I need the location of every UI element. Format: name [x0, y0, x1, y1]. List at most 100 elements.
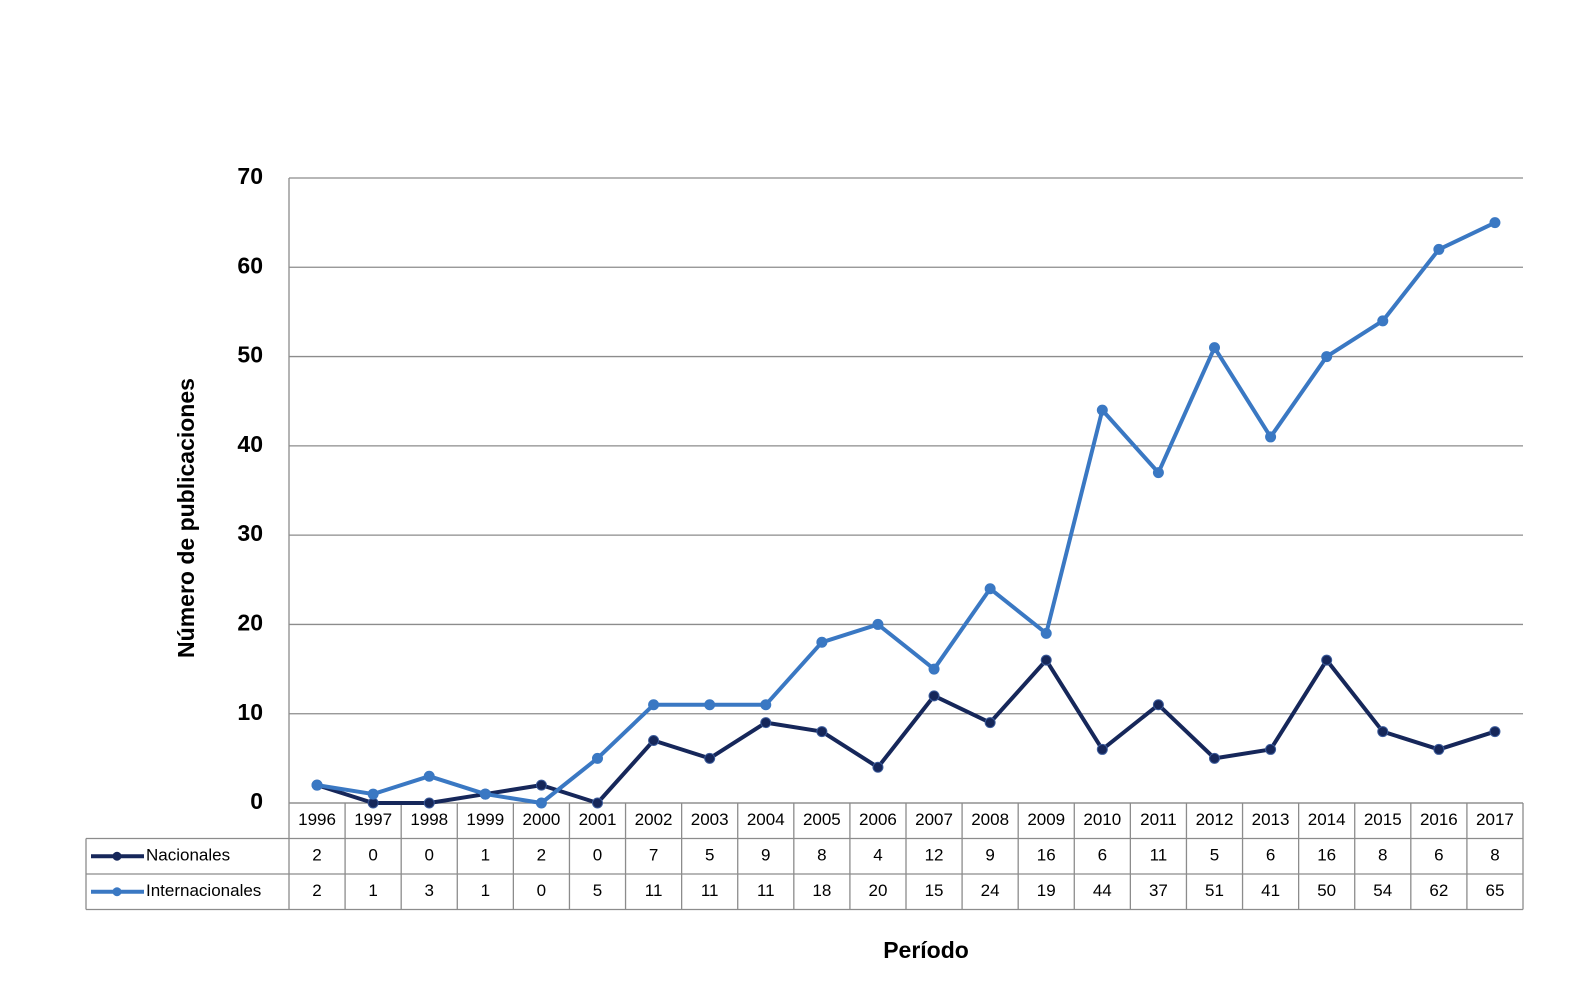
data-point — [367, 788, 379, 800]
x-tick-label: 2010 — [1083, 810, 1121, 829]
data-point — [816, 636, 828, 648]
data-point — [872, 761, 884, 773]
table-value: 11 — [645, 881, 663, 900]
x-tick-label: 1998 — [410, 810, 448, 829]
table-value: 1 — [481, 881, 490, 900]
x-tick-label: 2000 — [522, 810, 560, 829]
x-tick-label: 2005 — [803, 810, 841, 829]
table-value: 8 — [817, 846, 826, 865]
x-tick-label: 2002 — [635, 810, 673, 829]
data-point — [648, 699, 660, 711]
x-axis-title: Período — [883, 937, 969, 963]
data-point — [704, 699, 716, 711]
x-tick-label: 2015 — [1364, 810, 1402, 829]
data-point — [1377, 315, 1389, 327]
y-tick-label: 30 — [237, 520, 263, 546]
data-point — [535, 779, 547, 791]
data-point — [423, 770, 435, 782]
table-value: 44 — [1093, 881, 1112, 900]
legend-label: Internacionales — [146, 881, 261, 900]
data-point — [423, 797, 435, 809]
data-point — [928, 663, 940, 675]
data-point — [1209, 752, 1220, 764]
data-point — [1096, 404, 1108, 416]
data-point — [984, 717, 996, 729]
table-value: 8 — [1490, 846, 1499, 865]
data-point — [1265, 743, 1277, 755]
x-tick-label: 2003 — [691, 810, 729, 829]
table-value: 6 — [1266, 846, 1275, 865]
table-value: 5 — [593, 881, 602, 900]
table-value: 0 — [537, 881, 546, 900]
y-tick-label: 40 — [237, 431, 263, 457]
y-tick-label: 50 — [237, 342, 263, 368]
table-value: 50 — [1317, 881, 1336, 900]
data-point — [872, 618, 884, 630]
data-point — [1377, 726, 1389, 738]
x-tick-label: 2017 — [1476, 810, 1514, 829]
table-value: 62 — [1429, 881, 1448, 900]
data-point — [1096, 743, 1108, 755]
y-axis-title: Número de publicaciones — [173, 378, 199, 658]
legend-marker — [112, 851, 122, 861]
table-value: 11 — [701, 881, 719, 900]
table-value: 5 — [705, 846, 714, 865]
x-tick-label: 2007 — [915, 810, 953, 829]
table-value: 20 — [868, 881, 887, 900]
y-tick-label: 0 — [250, 788, 263, 814]
table-value: 6 — [1098, 846, 1107, 865]
table-value: 1 — [368, 881, 377, 900]
table-value: 37 — [1149, 881, 1168, 900]
table-value: 12 — [925, 846, 944, 865]
data-point — [760, 717, 772, 729]
data-point — [760, 699, 772, 711]
data-point — [535, 797, 547, 809]
x-tick-label: 1996 — [298, 810, 336, 829]
x-tick-label: 2012 — [1196, 810, 1234, 829]
table-value: 16 — [1317, 846, 1336, 865]
data-point — [592, 797, 603, 809]
x-tick-label: 1999 — [466, 810, 504, 829]
y-tick-label: 60 — [237, 252, 263, 278]
data-point — [479, 788, 491, 800]
legend-marker — [112, 887, 122, 897]
data-point — [1321, 351, 1333, 363]
table-value: 24 — [981, 881, 1000, 900]
table-value: 51 — [1205, 881, 1224, 900]
x-tick-label: 2009 — [1027, 810, 1065, 829]
data-point — [816, 726, 828, 738]
data-point — [928, 690, 940, 702]
data-point — [592, 752, 603, 764]
table-value: 1 — [481, 846, 490, 865]
data-point — [1152, 699, 1164, 711]
table-value: 2 — [537, 846, 546, 865]
x-tick-label: 2008 — [971, 810, 1009, 829]
table-value: 7 — [649, 846, 658, 865]
data-point — [1152, 467, 1164, 479]
data-point — [1489, 217, 1501, 229]
series-line — [316, 220, 1496, 805]
data-point — [704, 752, 716, 764]
table-value: 2 — [312, 846, 321, 865]
table-value: 3 — [424, 881, 433, 900]
table-value: 18 — [812, 881, 831, 900]
x-tick-label: 2006 — [859, 810, 897, 829]
legend-label: Nacionales — [146, 846, 230, 865]
table-value: 9 — [985, 846, 994, 865]
series-line — [316, 658, 1496, 805]
x-tick-label: 2001 — [579, 810, 617, 829]
table-value: 4 — [873, 846, 882, 865]
x-tick-label: 2014 — [1308, 810, 1346, 829]
y-tick-label: 70 — [237, 163, 263, 189]
data-point — [1209, 342, 1220, 354]
table-value: 41 — [1261, 881, 1280, 900]
table-value: 16 — [1037, 846, 1056, 865]
table-value: 11 — [757, 881, 775, 900]
table-value: 0 — [368, 846, 377, 865]
data-point — [311, 779, 323, 791]
data-point — [1433, 243, 1445, 255]
table-value: 8 — [1378, 846, 1387, 865]
table-value: 65 — [1485, 881, 1504, 900]
data-point — [1265, 431, 1277, 443]
